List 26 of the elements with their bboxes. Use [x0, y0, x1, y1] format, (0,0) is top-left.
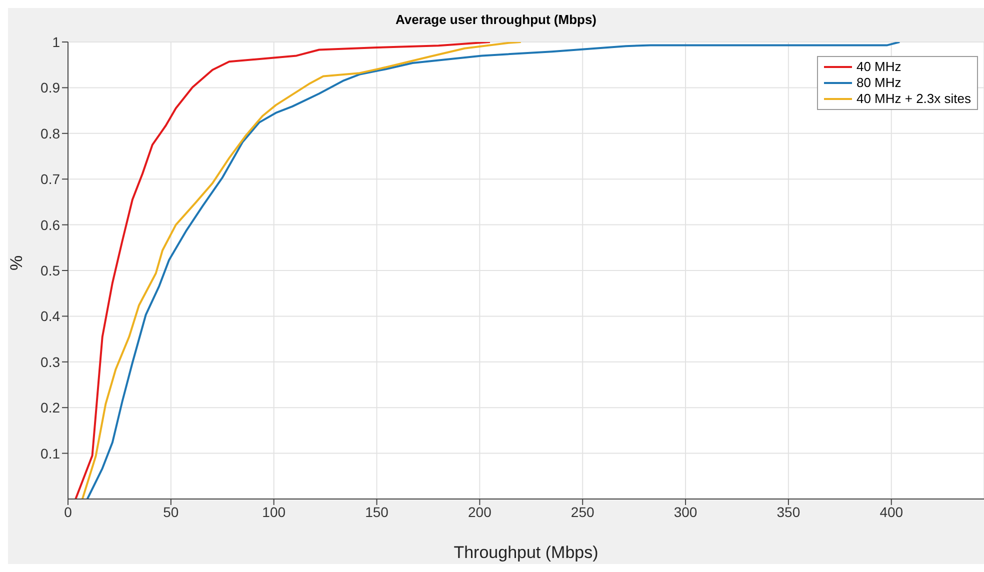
x-tick-label: 150 — [365, 504, 389, 520]
y-tick-label: 0.9 — [40, 80, 60, 96]
y-tick-label: 0.4 — [40, 308, 60, 324]
y-tick-label: 0.6 — [40, 216, 60, 233]
legend-label: 40 MHz + 2.3x sites — [856, 91, 971, 107]
x-tick-label: 0 — [64, 504, 72, 520]
x-tick-label: 100 — [262, 504, 286, 520]
x-tick-label: 300 — [674, 504, 698, 520]
y-tick-label: 1 — [52, 34, 60, 50]
line-series — [86, 42, 901, 499]
y-tick-label: 0.5 — [40, 262, 60, 278]
y-tick-label: 0.8 — [40, 125, 60, 142]
y-tick-label: 0.3 — [40, 354, 60, 370]
x-tick-label: 350 — [776, 504, 800, 520]
legend-label: 80 MHz — [856, 75, 902, 91]
y-axis-title: % — [7, 255, 26, 270]
y-tick-label: 0.1 — [40, 445, 60, 462]
chart-title: Average user throughput (Mbps) — [394, 11, 598, 29]
legend-label: 40 MHz — [856, 59, 902, 75]
x-tick-label: 400 — [880, 504, 904, 520]
x-tick-label: 250 — [570, 504, 594, 520]
x-tick-label: 50 — [163, 504, 179, 520]
y-tick-label: 0.7 — [40, 171, 60, 188]
x-tick-label: 200 — [468, 504, 492, 520]
x-axis-title: Throughput (Mbps) — [454, 543, 598, 562]
y-tick-label: 0.2 — [40, 400, 60, 416]
